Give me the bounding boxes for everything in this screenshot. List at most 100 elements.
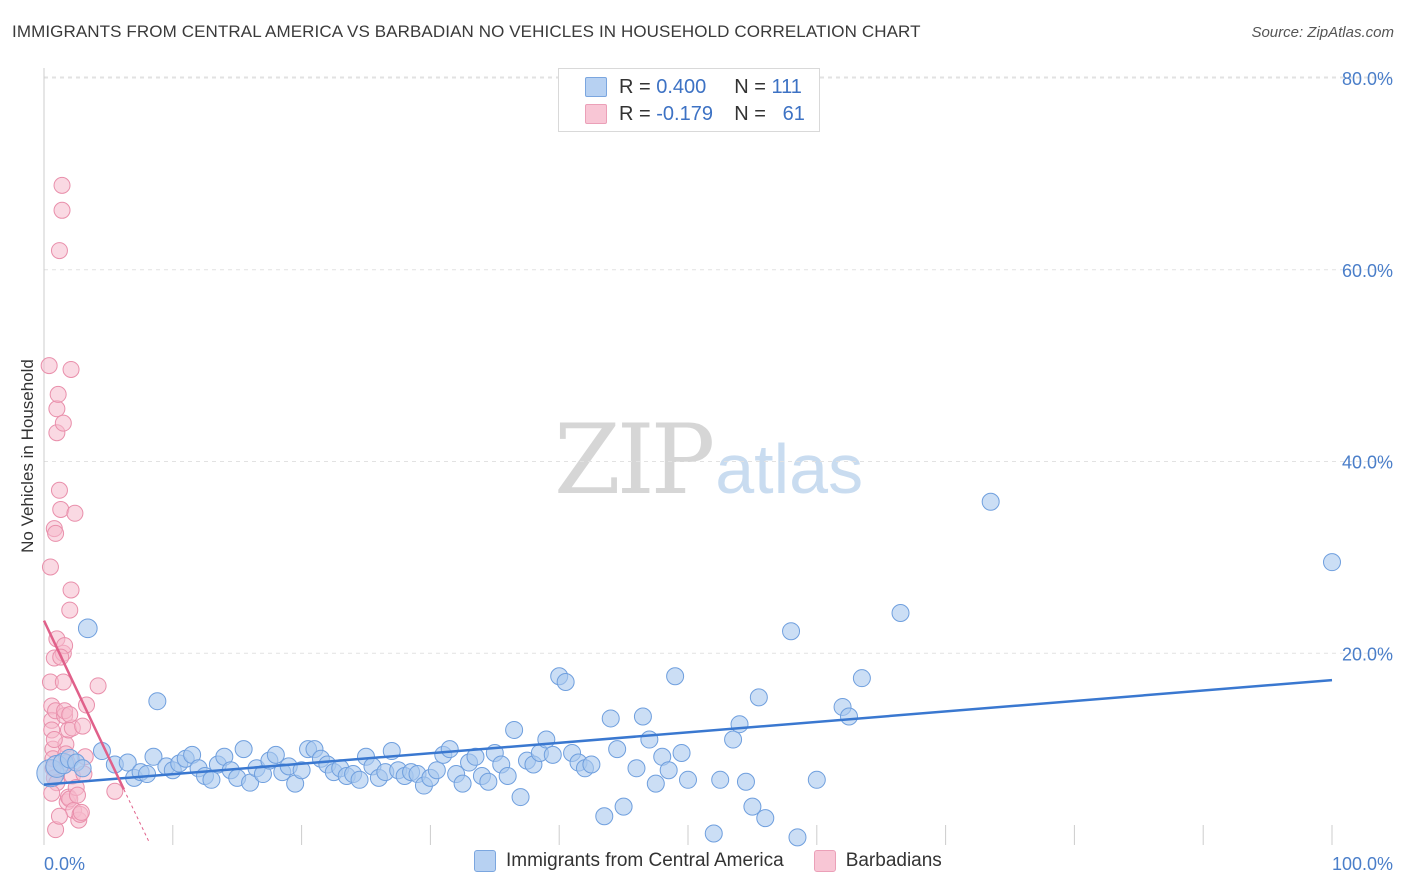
central-america-point: [724, 730, 743, 749]
central-america-point: [466, 747, 485, 766]
legend-row-barbadians: R = -0.179 N = 61: [585, 101, 805, 127]
barbadians-trend-extension: [123, 789, 151, 844]
central-america-point: [608, 740, 627, 759]
y-tick-label: 40.0%: [1342, 453, 1393, 473]
barbadians-trend-line: [42, 620, 125, 790]
central-america-point: [266, 745, 285, 764]
legend-r-value: 0.400: [656, 75, 707, 98]
barbadian-point: [72, 803, 90, 821]
barbadian-point: [62, 581, 80, 599]
central-america-point: [118, 753, 137, 772]
central-america-point: [292, 761, 311, 780]
central-america-point: [511, 788, 530, 807]
central-america-point: [749, 688, 768, 707]
y-tick-label: 60.0%: [1342, 261, 1393, 281]
barbadian-point: [52, 500, 70, 518]
central-america-point: [453, 774, 472, 793]
barbadian-point: [43, 784, 61, 802]
barbadian-point: [49, 385, 67, 403]
barbadian-point: [50, 807, 68, 825]
central-america-point: [556, 673, 575, 692]
central-america-point: [659, 761, 678, 780]
barbadian-point: [61, 601, 79, 619]
central-america-point: [1323, 553, 1341, 572]
barbadian-point: [40, 357, 58, 375]
legend-n-label: N =: [734, 102, 766, 125]
watermark-zip: ZIP: [554, 404, 715, 516]
central-america-point: [148, 692, 167, 711]
x-tick-label-min: 0.0%: [44, 854, 85, 874]
legend-n-label: N =: [734, 75, 766, 98]
barbadian-point: [45, 731, 63, 749]
central-america-point: [852, 669, 871, 688]
central-america-point: [582, 755, 601, 774]
grid-lines: [44, 76, 1394, 654]
barbadian-point: [106, 782, 124, 800]
barbadian-point: [61, 706, 79, 724]
central-america-point: [782, 622, 801, 641]
legend-row-central-america: R = 0.400 N = 111: [585, 74, 802, 100]
tick-labels: 20.0% 40.0% 60.0% 80.0% 0.0% 100.0%: [44, 69, 1393, 874]
central-america-point: [704, 824, 723, 843]
barbadian-point: [62, 360, 80, 378]
central-america-point: [601, 709, 620, 728]
central-america-point: [595, 807, 614, 826]
trend-lines: [42, 620, 1333, 844]
legend-n-value: 61: [782, 102, 805, 125]
central-america-point: [77, 618, 98, 639]
central-america-point: [505, 720, 524, 739]
barbadian-point: [47, 524, 65, 542]
barbadian-point: [53, 176, 71, 194]
central-america-point: [981, 492, 1000, 511]
barbadian-point: [48, 400, 66, 418]
central-america-point: [711, 770, 730, 789]
series-legend-central-america: Immigrants from Central America: [474, 850, 784, 872]
watermark-atlas: atlas: [715, 430, 864, 508]
barbadian-point: [50, 242, 68, 260]
legend-swatch-pink: [585, 104, 607, 124]
central-america-point: [640, 730, 659, 749]
central-america-point: [543, 745, 562, 764]
barbadian-point: [66, 504, 84, 522]
central-america-point: [498, 766, 517, 785]
central-america-point: [756, 809, 775, 828]
central-america-point: [479, 772, 498, 791]
x-tick-label-max: 100.0%: [1332, 854, 1393, 874]
series-swatch-blue: [474, 850, 496, 872]
barbadians-points: [40, 176, 124, 839]
central-america-point: [427, 761, 446, 780]
central-america-point: [807, 770, 826, 789]
barbadian-point: [53, 201, 71, 219]
central-america-point: [788, 828, 807, 847]
y-tick-label: 20.0%: [1342, 644, 1393, 664]
chart-title: IMMIGRANTS FROM CENTRAL AMERICA VS BARBA…: [12, 22, 921, 41]
central-america-point: [614, 797, 633, 816]
correlation-legend: R = 0.400 N = 111 R = -0.179 N = 61: [558, 68, 820, 132]
barbadian-point: [41, 558, 59, 576]
central-america-point: [743, 797, 762, 816]
barbadian-point: [74, 717, 92, 735]
barbadian-point: [50, 481, 68, 499]
central-america-point: [891, 603, 910, 622]
series-legend-barbadians: Barbadians: [813, 850, 942, 872]
legend-r-label: R =: [619, 75, 651, 98]
central-america-point: [73, 759, 92, 778]
central-america-point: [144, 747, 163, 766]
central-america-point: [138, 765, 157, 784]
central-america-point: [646, 774, 665, 793]
series-label-central-america: Immigrants from Central America: [506, 850, 784, 871]
watermark: ZIPatlas: [554, 404, 863, 516]
series-legend: Immigrants from Central America Barbadia…: [474, 850, 972, 872]
legend-swatch-blue: [585, 77, 607, 97]
central-america-point: [736, 772, 755, 791]
central-america-trend-line: [43, 678, 1333, 786]
legend-n-value: 111: [771, 75, 802, 98]
y-tick-label: 80.0%: [1342, 69, 1393, 89]
central-america-point: [633, 707, 652, 726]
barbadian-point: [89, 677, 107, 695]
axes: [43, 68, 1333, 845]
series-swatch-pink: [813, 850, 836, 872]
legend-r-value: -0.179: [656, 102, 713, 125]
series-label-barbadians: Barbadians: [845, 850, 942, 871]
